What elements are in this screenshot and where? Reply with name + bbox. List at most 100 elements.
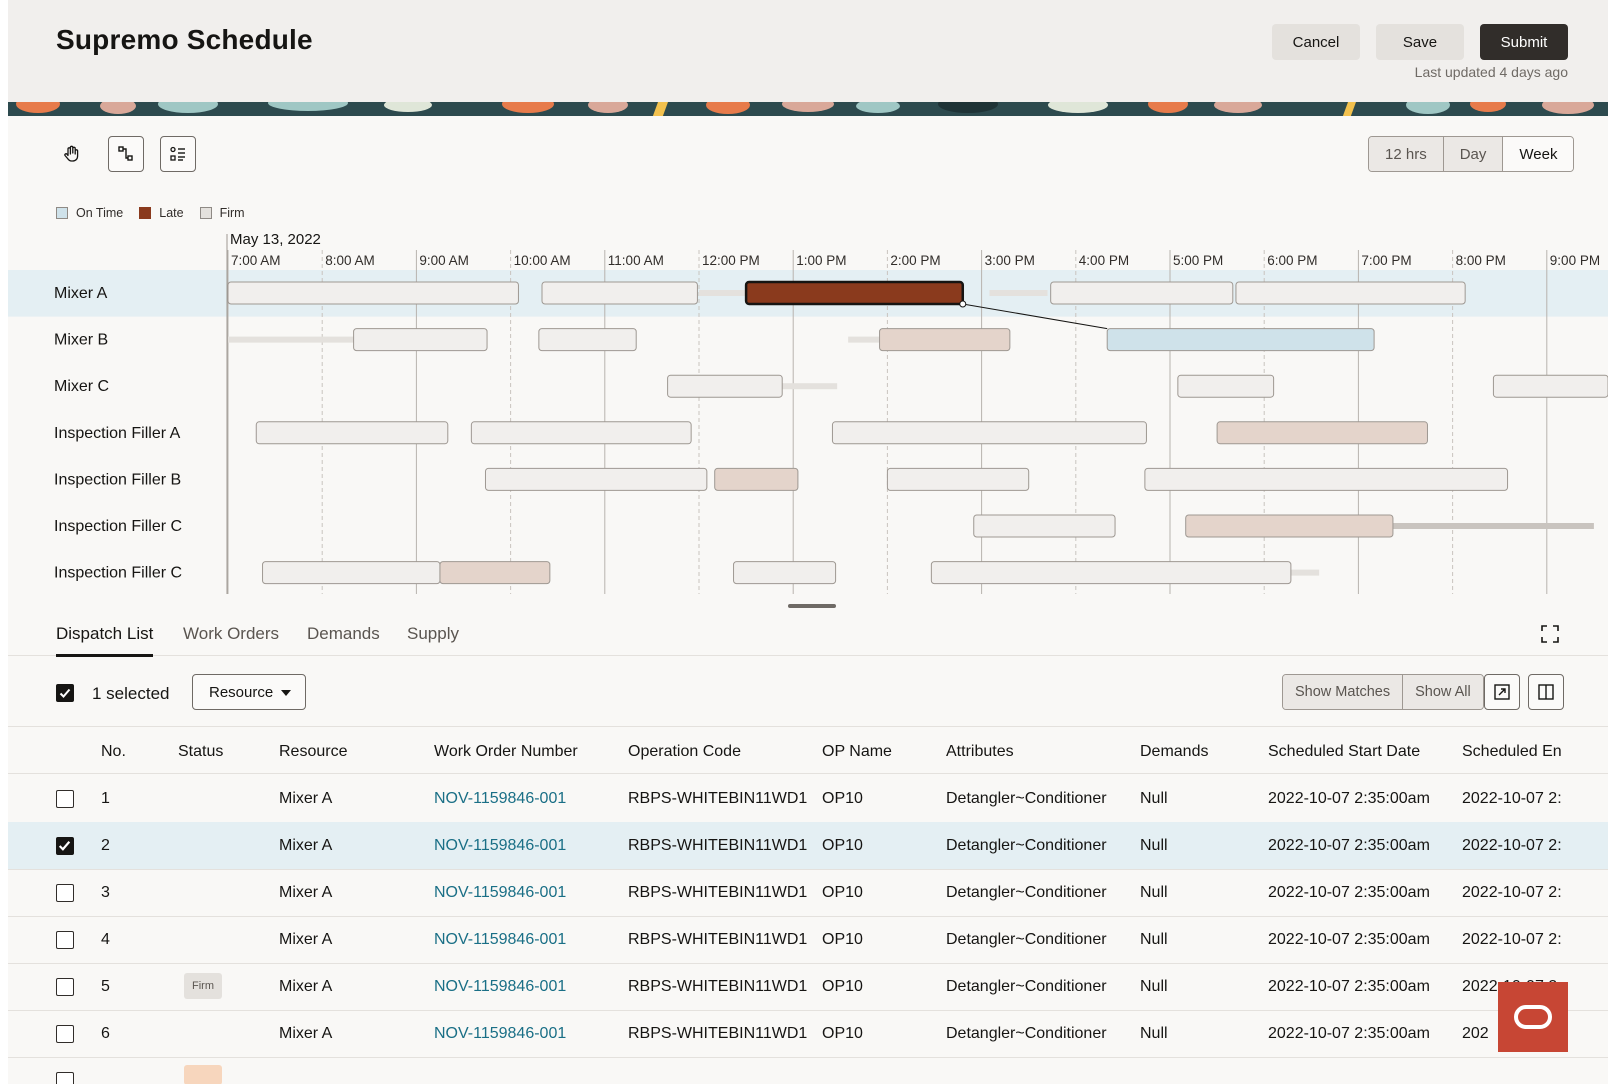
work-order-link[interactable]: NOV-1159846-001 [434,931,567,948]
legend-label-firm: Firm [219,206,245,220]
gantt-task-bar[interactable] [227,281,519,305]
row-checkbox[interactable] [56,837,74,855]
connect-tool-button[interactable] [108,136,144,172]
column-header-scheduled-end[interactable]: Scheduled En [1462,743,1562,760]
column-header-resource[interactable]: Resource [279,743,348,760]
column-header-demands[interactable]: Demands [1140,743,1209,760]
legend-item-on-time: On Time [56,206,123,220]
work-order-link[interactable]: NOV-1159846-001 [434,884,567,901]
gantt-task-bar[interactable] [667,374,783,398]
cell-attributes: Detangler~Conditioner [946,884,1107,901]
row-checkbox[interactable] [56,884,74,902]
gantt-task-bar[interactable] [439,561,551,585]
gantt-tick-label: 3:00 PM [985,253,1035,268]
gantt-task-bar[interactable] [886,467,1030,491]
save-button[interactable]: Save [1376,24,1464,60]
gantt-task-bar[interactable] [973,514,1116,538]
table-row[interactable]: 6 Mixer A NOV-1159846-001 RBPS-WHITEBIN11WD… [8,1010,1608,1058]
cell-demands: Null [1140,790,1168,807]
gantt-task-bar[interactable] [733,561,837,585]
work-order-link[interactable]: NOV-1159846-001 [434,1025,567,1042]
resource-dropdown[interactable]: Resource [192,674,306,710]
resource-dropdown-label: Resource [209,683,274,701]
gantt-task-bar[interactable] [1185,514,1394,538]
cell-scheduled-start: 2022-10-07 2:35:00am [1268,884,1430,901]
list-tool-button[interactable] [160,136,196,172]
row-checkbox[interactable] [56,931,74,949]
cell-demands: Null [1140,978,1168,995]
gantt-task-bar[interactable] [1216,421,1428,445]
table-row[interactable]: 3 Mixer A NOV-1159846-001 RBPS-WHITEBIN11WD… [8,869,1608,917]
row-checkbox[interactable] [56,1072,74,1084]
cell-resource: Mixer A [279,1025,333,1042]
gantt-task-bar[interactable] [879,328,1011,352]
panel-resize-handle[interactable] [788,604,836,608]
open-in-new-button[interactable] [1484,674,1520,710]
work-order-link[interactable]: NOV-1159846-001 [434,790,567,807]
table-row[interactable]: 4 Mixer A NOV-1159846-001 RBPS-WHITEBIN11WD… [8,916,1608,964]
column-header-scheduled-start[interactable]: Scheduled Start Date [1268,743,1421,760]
column-header-attributes[interactable]: Attributes [946,743,1014,760]
submit-button[interactable]: Submit [1480,24,1568,60]
range-day-button[interactable]: Day [1443,137,1504,171]
gantt-legend: On Time Late Firm [56,206,261,220]
cell-scheduled-end: 2022-10-07 2: [1462,884,1562,901]
bottom-tabs: Dispatch List Work Orders Demands Supply [8,600,1608,657]
gantt-task-bar[interactable] [1144,467,1509,491]
gantt-task-bar[interactable] [1177,374,1275,398]
range-week-button[interactable]: Week [1503,137,1574,171]
table-row[interactable]: 1 Mixer A NOV-1159846-001 RBPS-WHITEBIN11WD… [8,775,1608,823]
gantt-row-label: Mixer C [54,378,109,395]
work-order-link[interactable]: NOV-1159846-001 [434,978,567,995]
cell-demands: Null [1140,1025,1168,1042]
show-all-button[interactable]: Show All [1403,675,1483,709]
table-row[interactable]: 2 Mixer A NOV-1159846-001 RBPS-WHITEBIN11WD… [8,822,1608,870]
cell-no: 6 [101,1025,110,1042]
gantt-task-bar[interactable] [930,561,1292,585]
column-header-no[interactable]: No. [101,743,126,760]
gantt-tick-label: 12:00 PM [702,253,760,268]
table-row[interactable]: 5 Mixer A NOV-1159846-001 RBPS-WHITEBIN11WD… [8,963,1608,1011]
select-all-checkbox[interactable] [56,684,74,702]
column-header-work-order[interactable]: Work Order Number [434,743,578,760]
columns-button[interactable] [1528,674,1564,710]
gantt-task-bar[interactable] [714,467,799,491]
cell-resource: Mixer A [279,790,333,807]
row-checkbox[interactable] [56,790,74,808]
pan-tool-button[interactable] [54,136,90,172]
status-badge [184,1065,222,1084]
fullscreen-icon[interactable] [1540,624,1560,644]
range-12hrs-button[interactable]: 12 hrs [1369,137,1444,171]
gantt-task-bar[interactable] [353,328,488,352]
column-header-operation-code[interactable]: Operation Code [628,743,741,760]
cell-resource: Mixer A [279,837,333,854]
tab-demands[interactable]: Demands [307,624,380,643]
gantt-task-bar[interactable] [744,280,965,306]
gantt-task-bar[interactable] [255,421,449,445]
column-header-status[interactable]: Status [178,743,224,760]
tab-dispatch-list[interactable]: Dispatch List [56,624,154,657]
gantt-task-bar[interactable] [484,467,708,491]
oracle-assistant-button[interactable] [1498,982,1568,1052]
gantt-task-bar[interactable] [1050,281,1234,305]
work-order-link[interactable]: NOV-1159846-001 [434,837,567,854]
table-row[interactable] [8,1057,1608,1084]
tab-supply[interactable]: Supply [407,624,459,643]
row-checkbox[interactable] [56,1025,74,1043]
gantt-task-bar[interactable] [541,281,698,305]
gantt-task-bar[interactable] [1106,328,1375,352]
tab-work-orders[interactable]: Work Orders [183,624,280,643]
gantt-task-bar[interactable] [1235,281,1466,305]
gantt-task-bar[interactable] [538,328,637,352]
gantt-task-bar[interactable] [470,421,692,445]
cancel-button[interactable]: Cancel [1272,24,1360,60]
gantt-task-bar[interactable] [831,421,1147,445]
show-matches-button[interactable]: Show Matches [1283,675,1404,709]
cell-attributes: Detangler~Conditioner [946,837,1107,854]
column-header-op-name[interactable]: OP Name [822,743,892,760]
status-badge: Firm [184,973,222,999]
row-checkbox[interactable] [56,978,74,996]
gantt-task-bar[interactable] [262,561,441,585]
cell-attributes: Detangler~Conditioner [946,931,1107,948]
gantt-task-bar[interactable] [1492,374,1608,398]
